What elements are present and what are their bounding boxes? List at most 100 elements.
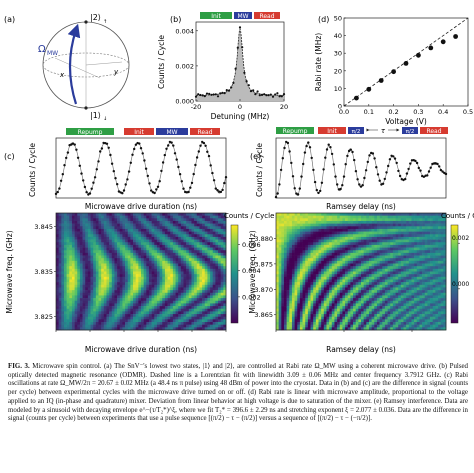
heatmap-cell [117, 322, 121, 325]
heatmap-cell [77, 228, 81, 232]
heatmap-cell [286, 244, 290, 248]
heatmap-cell [358, 255, 362, 259]
heatmap-cell [331, 276, 335, 280]
heatmap-cell [432, 239, 436, 243]
heatmap-cell [56, 223, 59, 227]
heatmap-cell [334, 263, 338, 267]
heatmap-cell [297, 266, 301, 270]
heatmap-cell [98, 324, 102, 328]
heatmap-cell [148, 213, 152, 216]
heatmap-cell [210, 266, 214, 270]
heatmap-cell [58, 242, 62, 246]
heatmap-cell [175, 231, 179, 235]
heatmap-cell [151, 223, 155, 227]
heatmap-cell [390, 228, 394, 232]
heatmap-cell [281, 228, 285, 232]
heatmap-cell [315, 276, 319, 280]
rabi-osc-point [178, 173, 182, 176]
heatmap-cell [138, 295, 142, 299]
heatmap-cell [194, 311, 198, 315]
heatmap-cell [133, 218, 136, 222]
heatmap-cell [210, 255, 214, 259]
heatmap-cell [422, 260, 426, 264]
heatmap-cell [223, 282, 227, 286]
heatmap-cell [183, 290, 187, 294]
heatmap-cell [207, 314, 211, 318]
heatmap-cell [191, 284, 195, 288]
heatmap-cell [66, 298, 70, 302]
heatmap-cell [435, 255, 439, 259]
heatmap-cell [199, 319, 203, 323]
heatmap-cell [313, 244, 317, 248]
heatmap-cell [63, 252, 67, 256]
heatmap-cell [135, 234, 139, 238]
heatmap-cell [148, 220, 152, 224]
heatmap-cell [114, 250, 118, 254]
heatmap-cell [220, 223, 224, 227]
heatmap-cell [133, 220, 136, 224]
heatmap-cell [207, 287, 211, 291]
heatmap-cell [345, 215, 349, 219]
heatmap-cell [294, 220, 298, 224]
tau-bg [378, 126, 388, 134]
heatmap-cell [167, 258, 171, 262]
heatmap-cell [141, 279, 144, 283]
heatmap-cell [90, 316, 94, 320]
heatmap-cell [125, 327, 129, 331]
heatmap-cell [127, 255, 131, 259]
heatmap-cell [98, 287, 102, 291]
heatmap-cell [98, 228, 102, 232]
heatmap-cell [63, 258, 67, 262]
heatmap-cell [186, 250, 190, 254]
heatmap-cell [307, 218, 311, 222]
heatmap-cell [79, 266, 83, 270]
heatmap-cell [164, 306, 168, 310]
heatmap-cell [56, 306, 59, 310]
heatmap-cell [382, 242, 386, 246]
heatmap-cell [188, 250, 192, 254]
heatmap-cell [299, 252, 303, 256]
heatmap-cell [164, 250, 168, 254]
heatmap-cell [188, 236, 192, 240]
heatmap-cell [151, 213, 155, 216]
heatmap-cell [183, 279, 187, 283]
heatmap-cell [186, 303, 190, 307]
heatmap-cell [114, 228, 118, 232]
heatmap-cell [286, 258, 290, 262]
heatmap-cell [95, 324, 99, 328]
heatmap-cell [175, 244, 179, 248]
heatmap-cell [358, 258, 362, 262]
heatmap-cell [130, 252, 134, 256]
heatmap-cell [125, 282, 129, 286]
heatmap-cell [299, 276, 303, 280]
heatmap-cell [291, 274, 295, 278]
heatmap-cell [58, 231, 62, 235]
heatmap-cell [154, 311, 158, 315]
heatmap-cell [289, 282, 293, 286]
heatmap-cell [305, 271, 309, 275]
heatmap-cell [212, 282, 216, 286]
heatmap-cell [148, 250, 152, 254]
heatmap-cell [117, 311, 121, 315]
heatmap-cell [313, 266, 317, 270]
heatmap-cell [74, 252, 78, 256]
heatmap-cell [109, 300, 113, 304]
heatmap-cell [135, 228, 139, 232]
heatmap-cell [66, 255, 70, 259]
ramsey-heatmap [276, 213, 447, 331]
heatmap-cell [151, 276, 155, 280]
heatmap-cell [384, 218, 388, 222]
heatmap-cell [183, 295, 187, 299]
heatmap-cell [71, 284, 75, 288]
heatmap-cell [114, 284, 118, 288]
heatmap-cell [215, 322, 219, 325]
heatmap-cell [223, 239, 227, 243]
heatmap-cell [77, 220, 81, 224]
heatmap-cell [114, 306, 118, 310]
heatmap-cell [202, 295, 206, 299]
heatmap-cell [361, 228, 364, 232]
heatmap-cell [297, 247, 301, 251]
heatmap-cell [61, 258, 65, 262]
heatmap-cell [318, 282, 322, 286]
heatmap-cell [156, 215, 160, 219]
